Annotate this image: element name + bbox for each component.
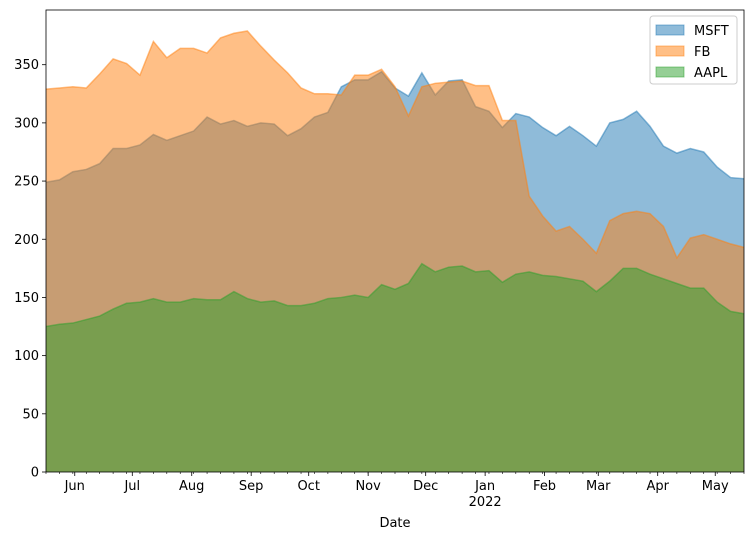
legend-swatch-aapl [655,66,685,78]
x-tick-label: Apr [646,479,669,494]
x-tick-label: Nov [355,479,381,494]
series-areas [45,30,745,473]
legend-swatch-fb [655,45,685,57]
x-tick-sublabel: 2022 [469,495,502,510]
legend-label-msft: MSFT [694,24,729,39]
x-tick-label: Aug [179,479,204,494]
x-axis-label: Date [379,516,410,531]
legend: MSFT FB AAPL [649,15,738,85]
x-tick-label: Jun [64,479,85,494]
y-axis-ticks: 0 50 100 150 200 250 300 350 [14,58,46,481]
legend-swatch-msft [655,24,685,36]
x-tick-label: Mar [586,479,611,494]
x-tick-label: Oct [297,479,319,494]
y-tick-label: 200 [14,233,39,248]
area-aapl [46,263,744,472]
x-tick-label: May [702,479,729,494]
x-tick-label: Jan [474,479,495,494]
x-tick-label: Dec [413,479,438,494]
y-tick-label: 100 [14,349,39,364]
y-tick-label: 300 [14,116,39,131]
legend-label-fb: FB [694,45,710,60]
x-tick-label: Jul [123,479,140,494]
legend-label-aapl: AAPL [694,66,728,81]
line-fb [45,30,745,260]
line-aapl [45,262,745,328]
y-tick-label: 150 [14,291,39,306]
y-tick-label: 0 [31,466,39,481]
x-tick-label: Sep [239,479,264,494]
y-tick-label: 50 [22,407,39,422]
y-tick-label: 350 [14,58,39,73]
x-tick-label: Feb [533,479,556,494]
y-tick-label: 250 [14,175,39,190]
